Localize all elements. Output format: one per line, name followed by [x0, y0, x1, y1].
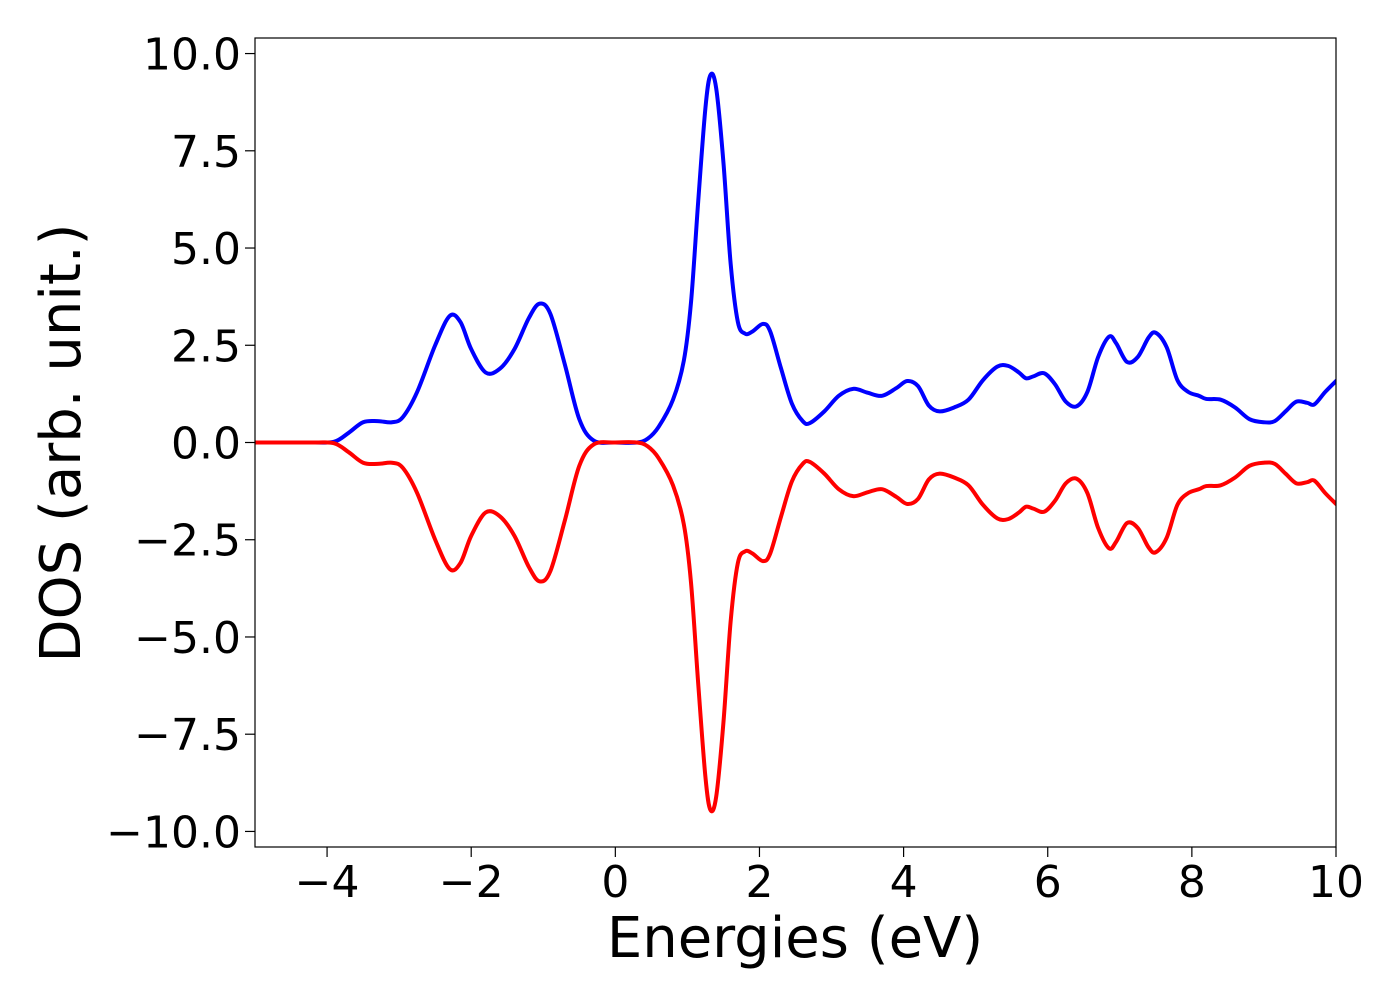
x-tick-label: 8: [1178, 857, 1206, 908]
y-tick-label: 10.0: [143, 30, 241, 81]
dos-line-negative: [255, 440, 1336, 814]
y-tick-label: −2.5: [134, 516, 241, 567]
series-layer: [255, 71, 1336, 814]
y-tick-label: 0.0: [171, 419, 241, 470]
dos-line-positive: [255, 71, 1336, 445]
y-tick-label: 5.0: [171, 224, 241, 275]
plot-frame: [254, 37, 1337, 848]
x-tick-label: −2: [439, 857, 504, 908]
x-tick-label: 0: [601, 857, 629, 908]
y-tick-label: 7.5: [171, 127, 241, 178]
x-axis-label: Energies (eV): [607, 906, 983, 971]
x-tick-label: 6: [1034, 857, 1062, 908]
y-tick-label: −7.5: [134, 710, 241, 761]
x-tick-label: −4: [295, 857, 360, 908]
y-tick-label: −5.0: [134, 613, 241, 664]
x-tick-label: 4: [890, 857, 918, 908]
y-tick-label: −10.0: [106, 807, 241, 858]
x-axis-ticks: −4 −2 0 2 4 6 8 10: [295, 847, 1364, 908]
x-tick-label: 10: [1308, 857, 1364, 908]
y-axis-label: DOS (arb. unit.): [29, 223, 94, 662]
x-tick-label: 2: [745, 857, 773, 908]
y-tick-label: 2.5: [171, 321, 241, 372]
y-axis-ticks: 10.0 7.5 5.0 2.5 0.0 −2.5 −5.0 −7.5 −10.0: [106, 30, 255, 858]
